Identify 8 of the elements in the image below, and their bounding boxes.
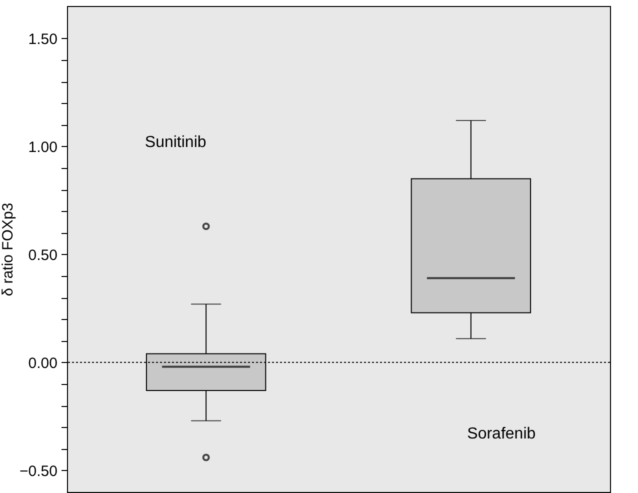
annotation: Sunitinib <box>144 134 206 152</box>
y-tick-label: 0.50 <box>28 246 58 264</box>
y-tick-label: 1.50 <box>28 30 58 48</box>
annotation: Sorafenib <box>467 426 536 443</box>
y-tick-label: 0.00 <box>28 354 58 372</box>
y-tick-label: 1.00 <box>28 138 58 156</box>
y-axis-title: δ ratio FOXp3 <box>0 202 17 296</box>
y-tick-label: −0.50 <box>20 462 58 480</box>
